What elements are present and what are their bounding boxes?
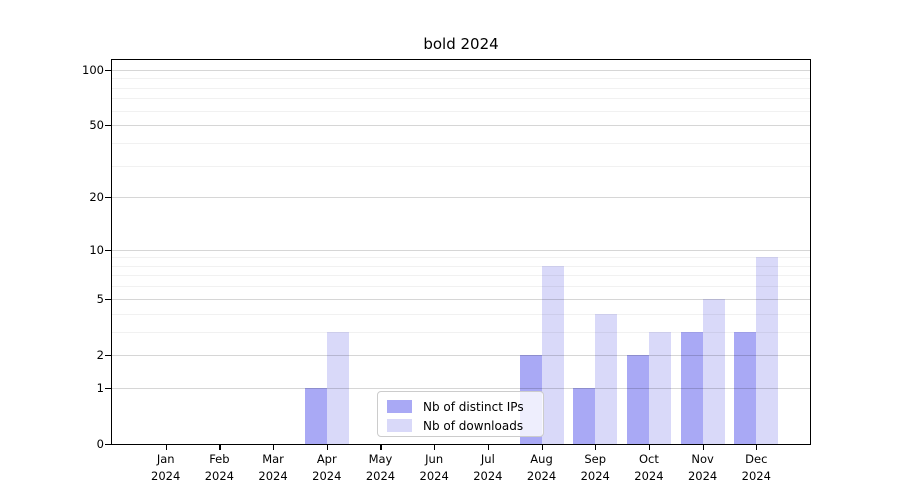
y-tick-label-0: 0 (96, 437, 104, 451)
bar-downloads-apr (326, 331, 349, 444)
y-tick-mark-0 (105, 444, 112, 446)
y-tick-mark-5 (105, 298, 112, 300)
legend: Nb of distinct IPs Nb of downloads (377, 391, 544, 437)
x-tick-mark-jun (434, 445, 436, 450)
x-tick-mark-nov (702, 445, 704, 450)
bar-distinct-ips-sep (573, 387, 596, 444)
x-tick-mark-feb (219, 445, 221, 450)
chart-title: bold 2024 (423, 35, 499, 53)
x-tick-label-may: May 2024 (365, 452, 396, 483)
x-tick-label-jul: Jul 2024 (473, 452, 503, 483)
y-tick-label-20: 20 (89, 190, 104, 205)
legend-label-downloads: Nb of downloads (423, 418, 524, 433)
x-tick-label-dec: Dec 2024 (741, 452, 771, 483)
legend-label-distinct-ips: Nb of distinct IPs (423, 399, 524, 414)
bar-downloads-dec (756, 257, 779, 444)
legend-item-distinct-ips: Nb of distinct IPs (387, 397, 535, 416)
bar-distinct-ips-nov (680, 331, 703, 444)
x-tick-mark-jan (165, 445, 167, 450)
legend-swatch-distinct-ips (387, 400, 412, 413)
x-tick-mark-aug (541, 445, 543, 450)
x-tick-label-jun: Jun 2024 (419, 452, 449, 483)
bar-downloads-nov (702, 298, 725, 444)
x-tick-mark-oct (648, 445, 651, 450)
bar-downloads-aug (541, 265, 564, 444)
y-tick-mark-1 (105, 387, 112, 389)
x-tick-label-nov: Nov 2024 (687, 452, 718, 483)
x-tick-label-sep: Sep 2024 (580, 452, 610, 483)
x-tick-label-feb: Feb 2024 (204, 452, 235, 483)
y-tick-mark-10 (105, 249, 112, 251)
x-tick-label-jan: Jan 2024 (151, 452, 181, 483)
x-tick-mark-may (380, 445, 382, 450)
bar-distinct-ips-oct (626, 354, 649, 444)
x-tick-mark-apr (326, 445, 328, 450)
x-tick-label-mar: Mar 2024 (258, 452, 288, 483)
y-tick-mark-100 (105, 69, 112, 71)
bar-downloads-sep (595, 313, 618, 444)
y-tick-label-2: 2 (96, 347, 104, 362)
x-tick-label-aug: Aug 2024 (526, 452, 557, 483)
legend-swatch-downloads (387, 419, 412, 432)
legend-item-downloads: Nb of downloads (387, 416, 535, 435)
x-tick-label-apr: Apr 2024 (312, 452, 342, 483)
y-tick-label-5: 5 (96, 291, 104, 306)
bars-layer (112, 60, 810, 444)
y-tick-mark-20 (105, 197, 112, 199)
x-tick-mark-dec (756, 445, 758, 450)
bar-distinct-ips-dec (734, 331, 757, 444)
x-tick-mark-jul (487, 445, 490, 450)
bar-downloads-oct (648, 331, 671, 444)
y-tick-label-10: 10 (89, 242, 104, 257)
bar-distinct-ips-apr (304, 387, 327, 444)
y-tick-label-1: 1 (96, 380, 104, 395)
x-tick-mark-mar (273, 445, 275, 450)
y-tick-mark-2 (105, 354, 112, 357)
x-tick-label-oct: Oct 2024 (634, 452, 664, 483)
y-tick-label-50: 50 (89, 118, 104, 133)
x-tick-mark-sep (595, 445, 597, 450)
y-tick-label-100: 100 (82, 62, 104, 77)
y-tick-mark-50 (105, 125, 112, 127)
plot-area: Nb of distinct IPs Nb of downloads (111, 59, 811, 445)
